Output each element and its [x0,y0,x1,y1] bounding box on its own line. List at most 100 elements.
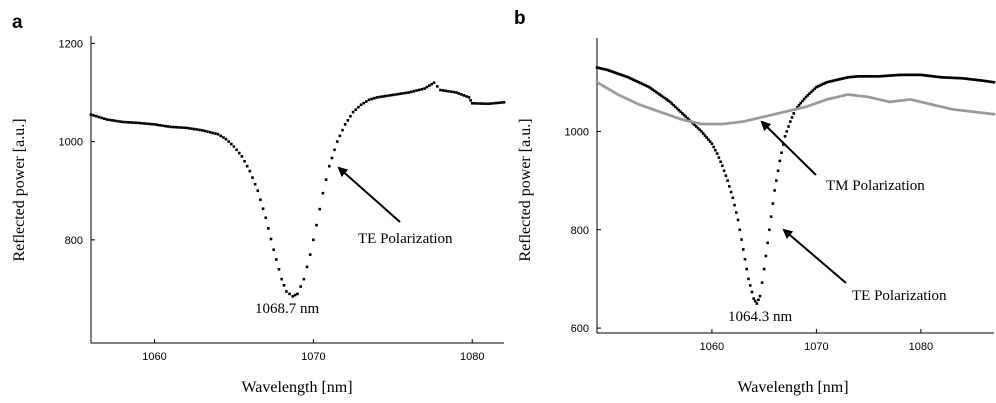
data-point [804,95,808,99]
data-point [261,207,265,211]
data-point [375,96,379,99]
data-point [728,185,731,188]
data-point [92,114,95,117]
data-point [435,85,439,88]
data-point [775,112,778,116]
data-point [943,106,947,109]
data-point [785,130,789,133]
data-point [425,85,429,89]
data-point [145,122,148,125]
data-point [611,70,614,74]
data-point [741,120,745,123]
data-point [834,78,837,82]
data-point [705,136,708,139]
data-point [990,80,994,84]
data-point [259,198,262,202]
data-point [870,96,874,100]
data-point [856,94,860,98]
data-point [825,98,829,101]
data-point [832,96,836,100]
data-point [330,156,334,160]
data-point [970,110,973,113]
data-point [734,121,738,124]
data-point [846,93,850,96]
data-point [869,75,872,78]
data-point [813,87,816,91]
data-point [470,101,474,105]
data-point [614,92,618,95]
data-point [983,79,987,83]
data-point [681,112,684,115]
data-point [775,179,778,182]
data-point [783,110,787,114]
data-point [370,97,373,101]
data-point [714,148,717,152]
data-point [879,74,883,78]
data-point [799,101,803,105]
data-point [858,94,862,98]
y-tick-label: 800 [571,225,589,237]
data-point [975,78,978,82]
data-point [444,89,448,93]
data-point [971,78,975,81]
annotation-tm-b: TM Polarization [826,178,925,194]
y-tick-label: 1200 [59,38,83,50]
data-point [788,120,792,123]
data-point [747,277,750,281]
data-point [973,78,977,82]
data-point [983,111,987,115]
data-point [97,115,101,119]
data-point [753,299,757,303]
data-point [644,105,648,109]
data-point [748,118,752,122]
data-point [288,292,291,296]
data-point [769,215,773,218]
data-point [898,99,902,102]
data-point [642,104,646,108]
data-point [597,81,601,85]
data-point [881,98,884,102]
data-point [809,103,813,107]
data-point [609,69,613,73]
data-point [686,117,689,120]
data-point [663,96,667,100]
data-point [308,253,312,256]
data-point [888,100,891,104]
data-point [640,82,644,86]
data-point [841,94,844,98]
data-point [691,120,695,124]
data-point [862,95,865,98]
data-point [243,159,246,163]
data-point [672,103,675,107]
data-point [388,94,392,97]
data-point [251,176,254,179]
data-point [982,111,985,115]
data-point [919,100,923,104]
data-point [950,107,954,111]
data-point [628,76,632,80]
data-point [630,99,634,103]
data-point [682,113,686,117]
data-point [755,117,759,120]
data-point [809,90,813,94]
data-point [296,292,299,296]
data-point [792,108,796,112]
data-point [762,115,766,118]
data-point [966,77,970,81]
data-point [856,75,860,78]
data-point [801,99,804,103]
data-point [640,104,644,107]
data-point [599,67,602,70]
data-point [842,76,846,80]
data-point [822,82,825,86]
data-point [269,237,273,241]
data-point [198,128,201,132]
data-point [832,79,836,82]
data-point [346,119,350,122]
data-point [439,88,442,92]
data-point [653,108,656,112]
data-point [108,118,111,122]
data-point [883,99,886,102]
data-point [649,87,653,90]
data-point [989,80,992,84]
